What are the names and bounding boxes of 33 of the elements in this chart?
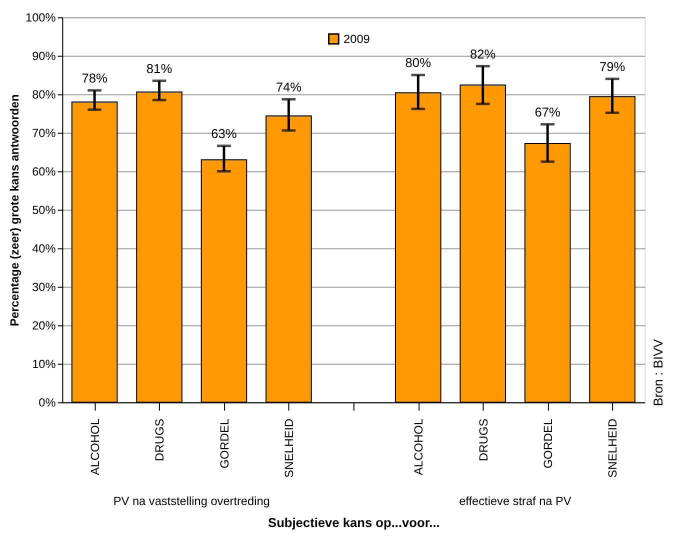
x-tick-label: SNELHEID [606, 418, 620, 478]
data-label: 81% [146, 60, 172, 76]
y-tick-label: 0% [38, 396, 56, 410]
x-tick-label: SNELHEID [282, 418, 296, 478]
x-tick-label: DRUGS [152, 418, 167, 462]
y-tick-label: 80% [32, 88, 56, 102]
x-axis-title: Subjectieve kans op...voor... [268, 515, 440, 530]
y-axis-title: Percentage (zeer) grote kans antwoorden [8, 94, 22, 326]
y-tick-label: 30% [32, 280, 56, 294]
data-label: 80% [405, 55, 431, 70]
data-label: 74% [276, 79, 302, 94]
data-label: 78% [82, 70, 108, 86]
data-label: 67% [534, 104, 560, 120]
x-tick-label: DRUGS [476, 418, 490, 462]
x-tick-label: ALCOHOL [88, 418, 102, 476]
y-tick-label: 50% [32, 203, 56, 218]
data-label: 79% [599, 58, 626, 74]
x-tick-label: GORDEL [217, 418, 232, 469]
y-tick-label: 60% [32, 164, 56, 179]
y-tick-label: 20% [32, 318, 56, 333]
text: Bron : BIVV [650, 338, 666, 406]
y-tick-label: 10% [32, 357, 56, 372]
data-label: 63% [211, 126, 237, 141]
x-tick-label: GORDEL [541, 418, 556, 469]
text: PV na vaststelling overtreding [113, 494, 270, 508]
y-tick-label: 70% [32, 126, 56, 140]
legend-label: 2009 [344, 32, 370, 46]
y-tick-label: 40% [32, 242, 56, 256]
data-label: 82% [470, 46, 496, 62]
text: effectieve straf na PV [459, 494, 572, 508]
x-tick-label: ALCOHOL [412, 418, 426, 476]
y-tick-label: 90% [32, 49, 56, 64]
y-tick-label: 100% [26, 10, 56, 25]
